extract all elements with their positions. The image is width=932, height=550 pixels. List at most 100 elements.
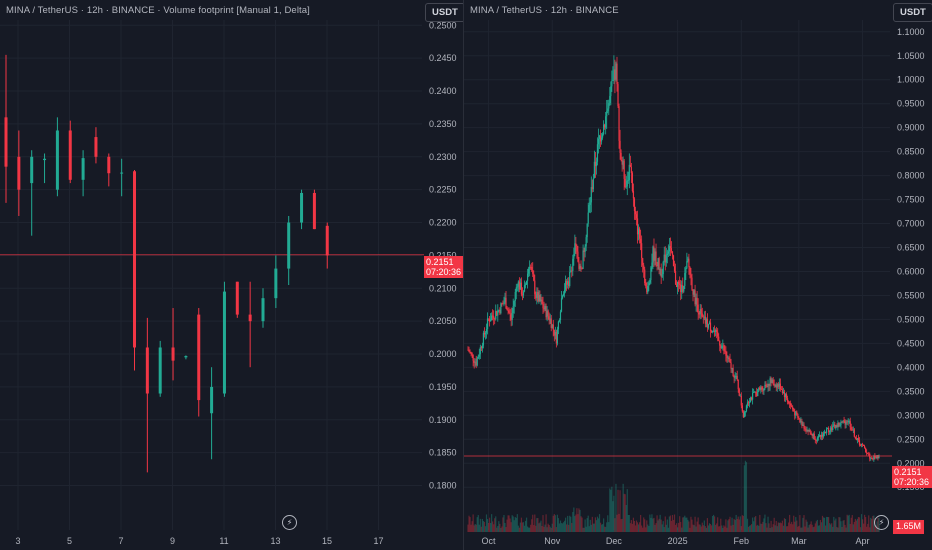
candle-body xyxy=(731,367,733,369)
candle-body xyxy=(796,411,798,415)
candle-body xyxy=(493,316,495,319)
candle-body xyxy=(590,187,592,203)
volume-bar xyxy=(524,520,527,532)
candle-body xyxy=(574,243,576,255)
volume-bar xyxy=(536,518,538,532)
volume-bar xyxy=(748,525,751,532)
volume-bar xyxy=(709,524,712,532)
candle-body xyxy=(724,350,726,352)
candle-body xyxy=(729,359,731,363)
volume-bar xyxy=(505,527,507,532)
candle-body xyxy=(567,281,569,285)
candle-body xyxy=(670,248,673,252)
overview-chart-pane[interactable]: 1.1000 1.0500 1.0000 0.9500 0.9000 0.8500 0.80… xyxy=(464,0,932,550)
lightning-icon[interactable]: ⚡ xyxy=(874,515,889,530)
volume-bar xyxy=(738,519,740,532)
volume-bar xyxy=(516,514,518,532)
volume-bar xyxy=(799,515,801,532)
candle-body xyxy=(722,345,724,347)
volume-bar xyxy=(490,522,492,532)
y-tick-label: 0.8500 xyxy=(897,147,925,157)
candle-body xyxy=(797,414,799,418)
x-tick-label: Feb xyxy=(734,536,750,546)
candle-body xyxy=(666,253,668,256)
volume-bar xyxy=(555,527,557,532)
x-tick-label: Mar xyxy=(791,536,807,546)
candle-body xyxy=(525,280,528,285)
candle-body xyxy=(30,156,34,184)
candle-body xyxy=(555,331,557,344)
volume-bar xyxy=(634,525,637,532)
candle-body xyxy=(804,428,806,430)
currency-button[interactable]: USDT xyxy=(893,3,932,22)
volume-bar xyxy=(507,515,509,532)
candle-body xyxy=(197,314,201,401)
lightning-icon[interactable]: ⚡ xyxy=(282,515,297,530)
volume-bar xyxy=(776,526,778,532)
candle-body xyxy=(793,409,795,412)
footprint-chart-canvas[interactable]: 0.2500 0.2450 0.2400 0.2350 0.2300 0.2250 0.22… xyxy=(0,0,464,550)
volume-bar xyxy=(504,522,506,532)
candle-body xyxy=(738,389,740,396)
volume-bar xyxy=(851,515,853,532)
y-tick-label: 0.1850 xyxy=(429,448,457,458)
y-tick-label: 0.4000 xyxy=(897,362,925,372)
candle-body xyxy=(749,397,752,403)
overview-chart-canvas[interactable]: 1.1000 1.0500 1.0000 0.9500 0.9000 0.8500 0.80… xyxy=(464,0,932,550)
volume-bar xyxy=(753,521,755,532)
candle-body xyxy=(516,286,518,288)
candle-body xyxy=(514,292,516,301)
volume-bar xyxy=(517,525,519,532)
volume-bar xyxy=(814,523,816,532)
currency-button[interactable]: USDT xyxy=(425,3,463,22)
candle-body xyxy=(791,405,793,407)
footprint-chart-pane[interactable]: 0.2500 0.2450 0.2400 0.2350 0.2300 0.2250 0.22… xyxy=(0,0,464,550)
candle-body xyxy=(744,411,747,413)
x-tick-label: 3 xyxy=(15,536,20,546)
candle-body xyxy=(723,345,725,351)
candle-body xyxy=(720,345,722,349)
volume-bar xyxy=(873,515,875,532)
volume-bar xyxy=(477,515,479,532)
candle-body xyxy=(554,331,556,336)
volume-bar xyxy=(587,515,589,532)
candle-body xyxy=(848,421,850,422)
candle-body xyxy=(615,63,617,80)
volume-bar xyxy=(854,518,856,532)
candle-body xyxy=(805,429,807,431)
candle-body xyxy=(107,156,111,174)
candle-body xyxy=(548,316,550,321)
volume-bar xyxy=(869,527,871,532)
volume-bar xyxy=(795,517,797,532)
volume-bar xyxy=(633,520,636,532)
volume-bar xyxy=(596,516,599,532)
volume-bar xyxy=(794,521,796,532)
candle-body xyxy=(686,261,688,269)
volume-bar xyxy=(638,522,641,532)
candle-body xyxy=(777,384,779,387)
candle-body xyxy=(597,138,600,145)
candle-body xyxy=(650,267,652,280)
volume-bar xyxy=(682,517,684,532)
candle-body xyxy=(711,330,714,333)
candle-body xyxy=(721,346,723,349)
candle-body xyxy=(770,378,772,383)
volume-bar xyxy=(656,515,658,532)
candle-body xyxy=(529,266,531,269)
candle-body xyxy=(576,245,578,252)
candle-body xyxy=(783,391,786,398)
candle-body xyxy=(519,282,522,290)
volume-bar xyxy=(805,519,807,532)
candle-body xyxy=(743,412,745,418)
volume-bar xyxy=(645,527,647,532)
candle-body xyxy=(834,424,836,429)
candle-body xyxy=(562,293,565,296)
candle-body xyxy=(480,347,482,349)
volume-bar xyxy=(641,525,643,532)
candle-body xyxy=(699,309,701,315)
volume-bar xyxy=(470,524,472,532)
candle-body xyxy=(700,309,702,314)
y-tick-label: 0.7000 xyxy=(897,219,925,229)
candle-body xyxy=(491,315,493,321)
candle-body xyxy=(248,314,252,322)
